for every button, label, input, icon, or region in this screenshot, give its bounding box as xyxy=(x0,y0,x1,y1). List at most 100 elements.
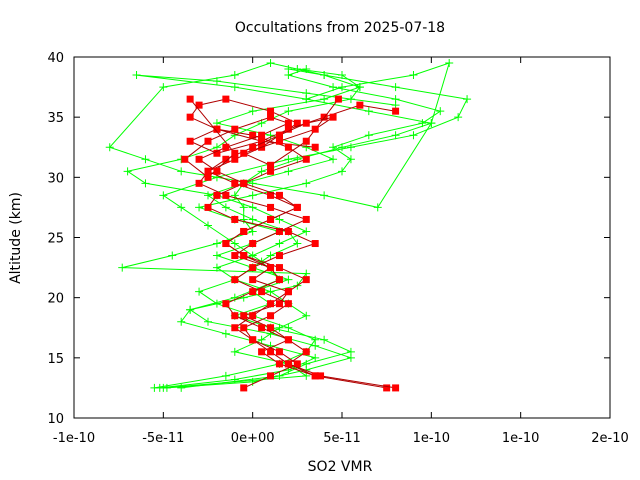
data-point-square xyxy=(293,119,301,127)
data-point-square xyxy=(222,300,230,308)
data-point-square xyxy=(195,155,203,163)
data-point-square xyxy=(275,276,283,284)
data-point-square xyxy=(213,167,221,175)
data-point-plus xyxy=(230,83,239,92)
data-point-plus xyxy=(364,131,373,140)
data-point-square xyxy=(267,215,275,223)
data-point-plus xyxy=(230,239,239,248)
y-tick-label: 15 xyxy=(47,352,64,367)
data-point-plus xyxy=(239,293,248,302)
x-tick-label: 5e-11 xyxy=(323,431,361,446)
data-point-plus xyxy=(195,203,204,212)
data-point-square xyxy=(284,288,292,296)
data-point-plus xyxy=(150,383,159,392)
x-tick-label: 0e+00 xyxy=(231,431,275,446)
y-tick-label: 40 xyxy=(47,51,64,66)
data-point-plus xyxy=(338,83,346,92)
data-point-square xyxy=(222,191,230,199)
data-point-plus xyxy=(141,179,150,188)
data-point-plus xyxy=(141,155,150,164)
data-point-plus xyxy=(221,371,230,380)
data-point-plus xyxy=(284,275,293,284)
data-point-square xyxy=(311,143,319,151)
data-point-square xyxy=(392,384,400,392)
series-line xyxy=(162,68,468,389)
data-point-square xyxy=(249,336,257,344)
x-tick-label: -5e-11 xyxy=(142,431,184,446)
data-point-square xyxy=(302,155,310,163)
data-point-square xyxy=(231,215,239,223)
data-point-square xyxy=(213,191,221,199)
data-point-square xyxy=(258,137,266,145)
data-point-plus xyxy=(275,215,284,224)
data-point-plus xyxy=(338,167,346,176)
data-point-square xyxy=(293,203,301,211)
data-point-plus xyxy=(177,317,186,326)
data-point-plus xyxy=(463,95,472,104)
data-point-plus xyxy=(355,83,364,92)
data-point-plus xyxy=(391,95,400,104)
data-point-plus xyxy=(177,203,186,212)
data-point-square xyxy=(258,348,266,356)
data-point-square xyxy=(267,324,275,332)
data-point-square xyxy=(267,312,275,320)
data-point-plus xyxy=(436,107,445,116)
data-point-square xyxy=(231,149,239,157)
data-point-plus xyxy=(275,371,284,380)
data-point-square xyxy=(275,348,283,356)
data-point-plus xyxy=(346,155,355,164)
data-point-square xyxy=(302,215,310,223)
data-point-plus xyxy=(329,83,338,92)
y-tick-label: 25 xyxy=(47,232,64,247)
data-point-plus xyxy=(266,251,275,260)
data-point-plus xyxy=(248,215,257,224)
x-axis-ticks: -1e-10 -5e-11 0e+00 5e-11 1e-10 1e-10 2e-10 xyxy=(53,57,629,446)
data-point-plus xyxy=(248,227,257,236)
y-tick-label: 35 xyxy=(47,111,64,126)
data-point-square xyxy=(249,288,257,296)
data-point-square xyxy=(302,119,310,127)
data-point-plus xyxy=(204,191,212,200)
data-point-square xyxy=(258,288,266,296)
x-tick-label: 1e-10 xyxy=(502,431,540,446)
data-point-plus xyxy=(275,239,284,248)
data-point-plus xyxy=(364,107,373,116)
data-point-plus xyxy=(204,221,212,230)
data-point-square xyxy=(231,179,239,187)
data-point-square xyxy=(249,312,257,320)
data-point-square xyxy=(240,149,248,157)
series-8 xyxy=(181,95,319,380)
data-point-square xyxy=(222,143,230,151)
data-point-plus xyxy=(266,59,275,68)
data-point-plus xyxy=(427,119,436,128)
data-point-square xyxy=(275,227,283,235)
data-point-square xyxy=(240,384,248,392)
data-point-square xyxy=(275,264,283,272)
data-point-plus xyxy=(159,83,168,92)
data-point-square xyxy=(284,119,292,127)
data-point-plus xyxy=(123,167,132,176)
data-point-square xyxy=(284,300,292,308)
data-point-plus xyxy=(302,227,311,236)
data-point-square xyxy=(267,203,275,211)
data-point-square xyxy=(186,113,194,121)
y-axis-label: Altitude (km) xyxy=(8,192,24,284)
data-point-plus xyxy=(320,335,329,344)
data-point-square xyxy=(231,276,239,284)
data-point-plus xyxy=(284,107,293,116)
data-point-plus xyxy=(221,203,230,212)
y-tick-label: 10 xyxy=(47,412,64,427)
data-point-square xyxy=(392,107,400,115)
data-point-square xyxy=(240,252,248,260)
data-point-square xyxy=(249,131,257,139)
data-point-plus xyxy=(302,179,311,188)
data-point-square xyxy=(267,264,275,272)
data-point-plus xyxy=(293,65,302,74)
y-tick-label: 30 xyxy=(47,171,64,186)
data-point-plus xyxy=(311,335,320,344)
data-point-square xyxy=(302,276,310,284)
data-point-square xyxy=(213,125,221,133)
data-point-square xyxy=(181,155,189,163)
x-tick-label: 2e-10 xyxy=(591,431,629,446)
data-point-square xyxy=(275,131,283,139)
